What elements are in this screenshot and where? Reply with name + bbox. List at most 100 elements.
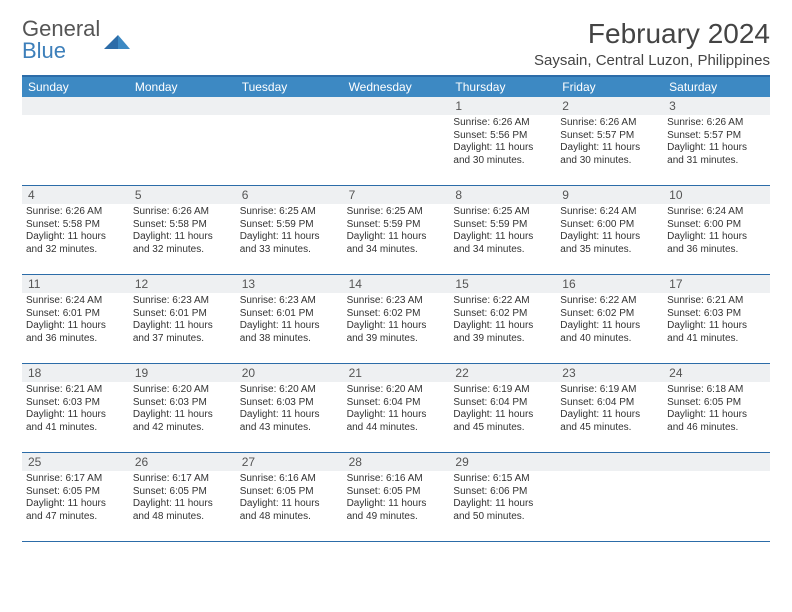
day-number: 4 bbox=[22, 186, 129, 204]
daylight-line2: and 30 minutes. bbox=[560, 155, 659, 168]
day-cell: Sunrise: 6:20 AMSunset: 6:03 PMDaylight:… bbox=[236, 382, 343, 452]
day-cell: Sunrise: 6:24 AMSunset: 6:00 PMDaylight:… bbox=[663, 204, 770, 274]
daylight-line2: and 40 minutes. bbox=[560, 333, 659, 346]
day-cell: Sunrise: 6:21 AMSunset: 6:03 PMDaylight:… bbox=[22, 382, 129, 452]
daylight-line2: and 34 minutes. bbox=[453, 244, 552, 257]
day-number: 20 bbox=[236, 364, 343, 382]
sunrise-line: Sunrise: 6:23 AM bbox=[133, 295, 232, 308]
daylight-line1: Daylight: 11 hours bbox=[453, 320, 552, 333]
daylight-line1: Daylight: 11 hours bbox=[667, 231, 766, 244]
daylight-line2: and 50 minutes. bbox=[453, 511, 552, 524]
daylight-line2: and 45 minutes. bbox=[453, 422, 552, 435]
daylight-line1: Daylight: 11 hours bbox=[453, 498, 552, 511]
day-number: 1 bbox=[449, 97, 556, 115]
day-cell bbox=[663, 471, 770, 541]
daylight-line1: Daylight: 11 hours bbox=[133, 409, 232, 422]
daynum-band: 123 bbox=[22, 97, 770, 115]
daylight-line2: and 32 minutes. bbox=[133, 244, 232, 257]
daylight-line1: Daylight: 11 hours bbox=[667, 409, 766, 422]
sunrise-line: Sunrise: 6:16 AM bbox=[240, 473, 339, 486]
daylight-line2: and 42 minutes. bbox=[133, 422, 232, 435]
day-cell: Sunrise: 6:23 AMSunset: 6:01 PMDaylight:… bbox=[236, 293, 343, 363]
day-number: 7 bbox=[343, 186, 450, 204]
day-cell: Sunrise: 6:17 AMSunset: 6:05 PMDaylight:… bbox=[22, 471, 129, 541]
day-cell: Sunrise: 6:16 AMSunset: 6:05 PMDaylight:… bbox=[343, 471, 450, 541]
dow-header: Wednesday bbox=[343, 77, 450, 97]
daylight-line2: and 45 minutes. bbox=[560, 422, 659, 435]
brand-text: General Blue bbox=[22, 18, 100, 62]
sunset-line: Sunset: 6:03 PM bbox=[133, 397, 232, 410]
sunset-line: Sunset: 6:05 PM bbox=[133, 486, 232, 499]
daylight-line1: Daylight: 11 hours bbox=[133, 231, 232, 244]
day-number: 18 bbox=[22, 364, 129, 382]
day-number bbox=[22, 97, 129, 115]
day-number: 3 bbox=[663, 97, 770, 115]
title-block: February 2024 Saysain, Central Luzon, Ph… bbox=[534, 18, 770, 69]
sunset-line: Sunset: 6:03 PM bbox=[240, 397, 339, 410]
day-cell: Sunrise: 6:19 AMSunset: 6:04 PMDaylight:… bbox=[556, 382, 663, 452]
day-number: 12 bbox=[129, 275, 236, 293]
day-number: 2 bbox=[556, 97, 663, 115]
day-cell: Sunrise: 6:26 AMSunset: 5:58 PMDaylight:… bbox=[129, 204, 236, 274]
daylight-line2: and 47 minutes. bbox=[26, 511, 125, 524]
daylight-line2: and 43 minutes. bbox=[240, 422, 339, 435]
sunrise-line: Sunrise: 6:21 AM bbox=[667, 295, 766, 308]
day-cell: Sunrise: 6:24 AMSunset: 6:01 PMDaylight:… bbox=[22, 293, 129, 363]
day-number: 25 bbox=[22, 453, 129, 471]
daylight-line2: and 39 minutes. bbox=[453, 333, 552, 346]
sunrise-line: Sunrise: 6:18 AM bbox=[667, 384, 766, 397]
daylight-line2: and 35 minutes. bbox=[560, 244, 659, 257]
sunset-line: Sunset: 5:59 PM bbox=[453, 219, 552, 232]
daylight-line2: and 34 minutes. bbox=[347, 244, 446, 257]
day-cell: Sunrise: 6:20 AMSunset: 6:04 PMDaylight:… bbox=[343, 382, 450, 452]
daylight-line1: Daylight: 11 hours bbox=[667, 142, 766, 155]
sunset-line: Sunset: 6:00 PM bbox=[667, 219, 766, 232]
day-cell: Sunrise: 6:24 AMSunset: 6:00 PMDaylight:… bbox=[556, 204, 663, 274]
sunrise-line: Sunrise: 6:23 AM bbox=[347, 295, 446, 308]
day-number: 27 bbox=[236, 453, 343, 471]
day-number: 29 bbox=[449, 453, 556, 471]
week-row: Sunrise: 6:17 AMSunset: 6:05 PMDaylight:… bbox=[22, 471, 770, 542]
week-row: Sunrise: 6:26 AMSunset: 5:56 PMDaylight:… bbox=[22, 115, 770, 186]
day-number: 21 bbox=[343, 364, 450, 382]
day-cell: Sunrise: 6:25 AMSunset: 5:59 PMDaylight:… bbox=[343, 204, 450, 274]
dow-header: Monday bbox=[129, 77, 236, 97]
day-number: 22 bbox=[449, 364, 556, 382]
week-row: Sunrise: 6:21 AMSunset: 6:03 PMDaylight:… bbox=[22, 382, 770, 453]
daylight-line1: Daylight: 11 hours bbox=[240, 231, 339, 244]
day-cell: Sunrise: 6:23 AMSunset: 6:02 PMDaylight:… bbox=[343, 293, 450, 363]
daylight-line2: and 48 minutes. bbox=[240, 511, 339, 524]
day-cell: Sunrise: 6:22 AMSunset: 6:02 PMDaylight:… bbox=[556, 293, 663, 363]
day-cell: Sunrise: 6:26 AMSunset: 5:57 PMDaylight:… bbox=[663, 115, 770, 185]
sunset-line: Sunset: 6:03 PM bbox=[26, 397, 125, 410]
day-cell bbox=[343, 115, 450, 185]
day-number: 5 bbox=[129, 186, 236, 204]
daylight-line1: Daylight: 11 hours bbox=[347, 409, 446, 422]
day-number bbox=[343, 97, 450, 115]
sunset-line: Sunset: 6:01 PM bbox=[26, 308, 125, 321]
day-cell: Sunrise: 6:17 AMSunset: 6:05 PMDaylight:… bbox=[129, 471, 236, 541]
sunset-line: Sunset: 6:04 PM bbox=[453, 397, 552, 410]
daylight-line2: and 36 minutes. bbox=[26, 333, 125, 346]
daylight-line1: Daylight: 11 hours bbox=[667, 320, 766, 333]
sunrise-line: Sunrise: 6:16 AM bbox=[347, 473, 446, 486]
daylight-line1: Daylight: 11 hours bbox=[240, 498, 339, 511]
header-row: General Blue February 2024 Saysain, Cent… bbox=[22, 18, 770, 69]
day-number: 17 bbox=[663, 275, 770, 293]
daylight-line1: Daylight: 11 hours bbox=[347, 498, 446, 511]
sunrise-line: Sunrise: 6:17 AM bbox=[26, 473, 125, 486]
daylight-line1: Daylight: 11 hours bbox=[560, 320, 659, 333]
daylight-line1: Daylight: 11 hours bbox=[560, 231, 659, 244]
sunrise-line: Sunrise: 6:19 AM bbox=[453, 384, 552, 397]
daylight-line1: Daylight: 11 hours bbox=[240, 409, 339, 422]
day-cell: Sunrise: 6:25 AMSunset: 5:59 PMDaylight:… bbox=[236, 204, 343, 274]
day-cell: Sunrise: 6:15 AMSunset: 6:06 PMDaylight:… bbox=[449, 471, 556, 541]
day-number: 14 bbox=[343, 275, 450, 293]
day-number bbox=[663, 453, 770, 471]
day-cell: Sunrise: 6:25 AMSunset: 5:59 PMDaylight:… bbox=[449, 204, 556, 274]
daylight-line2: and 31 minutes. bbox=[667, 155, 766, 168]
daylight-line2: and 37 minutes. bbox=[133, 333, 232, 346]
sunset-line: Sunset: 6:05 PM bbox=[26, 486, 125, 499]
daylight-line2: and 41 minutes. bbox=[26, 422, 125, 435]
daylight-line2: and 33 minutes. bbox=[240, 244, 339, 257]
